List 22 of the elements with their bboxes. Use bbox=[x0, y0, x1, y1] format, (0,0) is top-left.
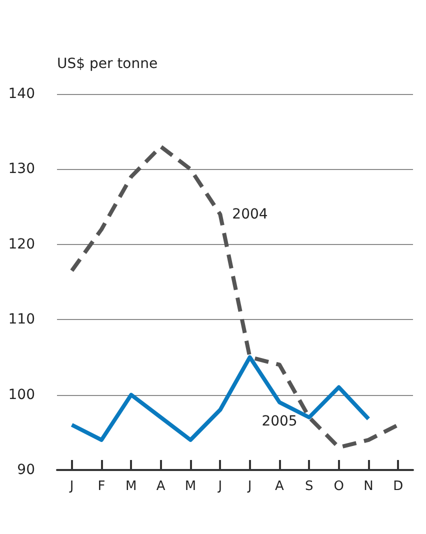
x-tick-label: A bbox=[275, 479, 284, 494]
x-tick-label: S bbox=[305, 479, 314, 494]
x-tick-label: M bbox=[126, 479, 137, 494]
y-tick-label: 110 bbox=[8, 312, 35, 328]
x-tick-label: A bbox=[156, 479, 166, 494]
y-tick-label: 100 bbox=[8, 386, 35, 403]
x-tick-label: O bbox=[334, 479, 344, 494]
y-tick-label: 90 bbox=[17, 462, 35, 478]
series-label: 2004 bbox=[232, 206, 268, 222]
x-tick-label: F bbox=[98, 479, 106, 494]
y-axis-title: US$ per tonne bbox=[57, 56, 158, 72]
x-tick-label: J bbox=[217, 479, 222, 494]
x-tick-label: D bbox=[393, 479, 404, 494]
y-tick-label: 140 bbox=[8, 86, 35, 102]
x-tick-label: N bbox=[364, 479, 374, 494]
x-tick-label: M bbox=[184, 479, 196, 494]
line-series bbox=[70, 355, 370, 442]
series-label: 2005 bbox=[262, 413, 298, 430]
y-tick-label: 130 bbox=[8, 161, 35, 178]
x-tick-label: J bbox=[68, 479, 74, 494]
x-tick-label: J bbox=[246, 479, 252, 494]
y-tick-label: 120 bbox=[8, 236, 35, 252]
